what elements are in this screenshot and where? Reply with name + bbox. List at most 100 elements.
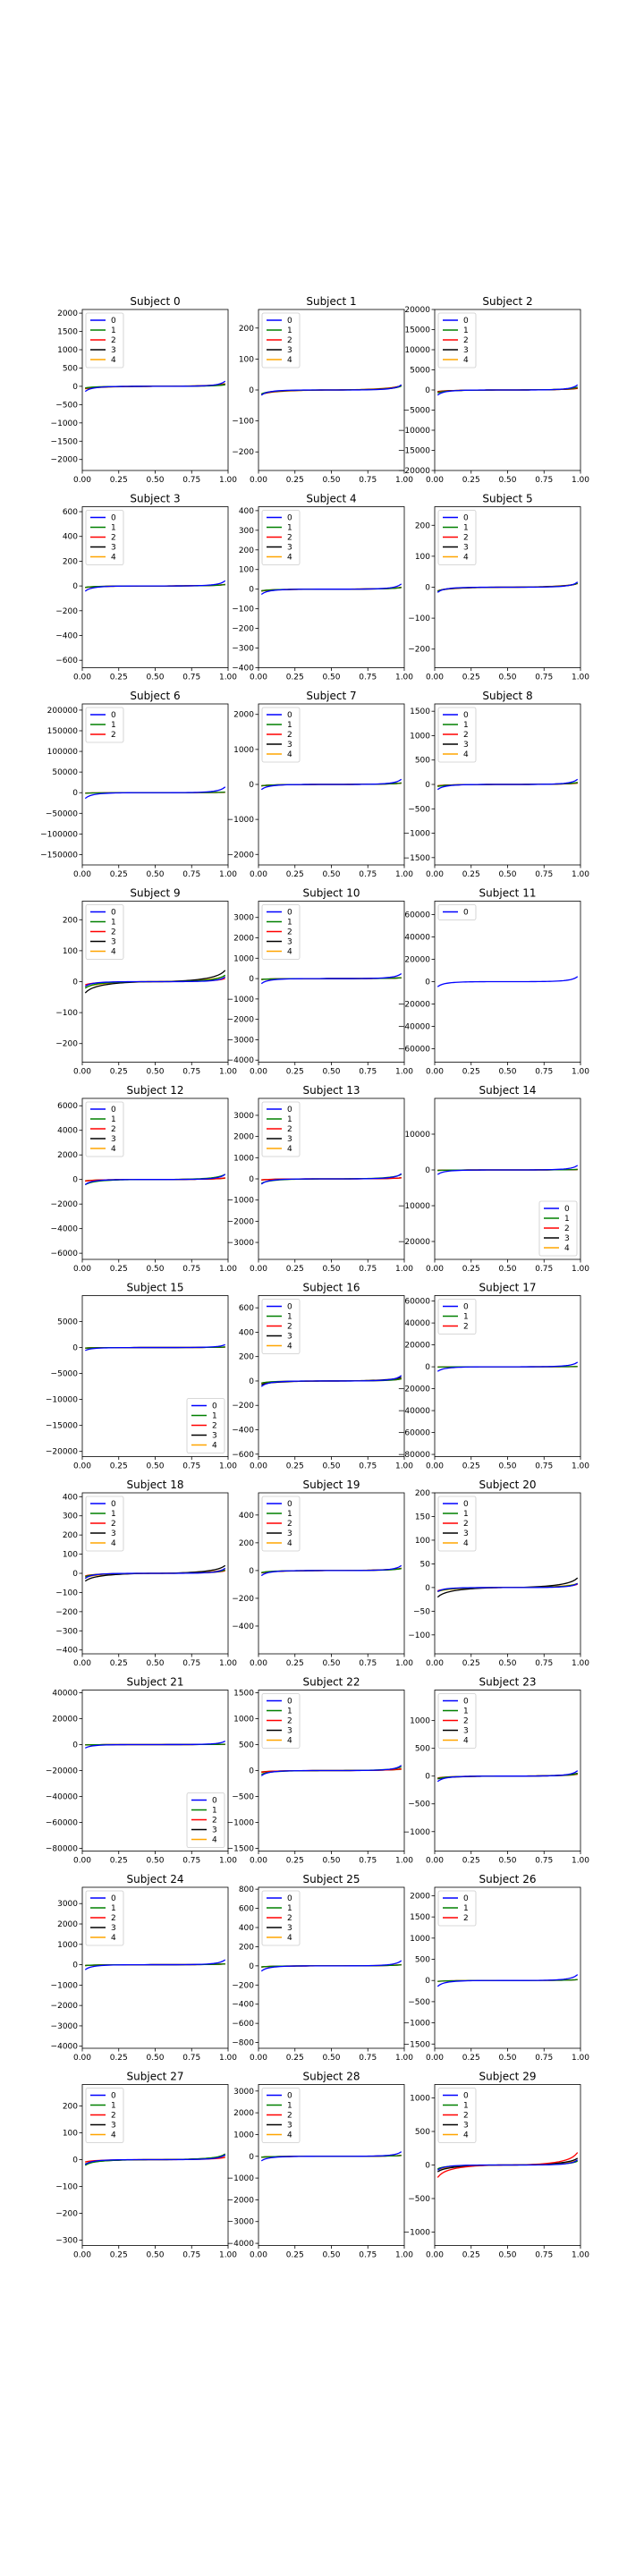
x-tick-label: 0.75 bbox=[359, 674, 377, 682]
x-tick-label: 1.00 bbox=[572, 2251, 589, 2260]
x-tick-label: 1.00 bbox=[219, 2054, 237, 2063]
legend-label: 4 bbox=[287, 554, 292, 563]
x-tick-label: 0.25 bbox=[286, 1462, 304, 1471]
legend-label: 4 bbox=[463, 1737, 469, 1746]
y-tick-label: 0 bbox=[72, 1741, 78, 1750]
x-tick-label: 0.75 bbox=[535, 1857, 553, 1866]
y-tick-label: 3000 bbox=[233, 914, 254, 923]
series-line-0 bbox=[84, 380, 226, 393]
x-tick-label: 0.50 bbox=[498, 1857, 516, 1866]
x-tick-label: 0.50 bbox=[498, 2054, 516, 2063]
legend-label: 3 bbox=[287, 544, 292, 553]
x-tick-label: 1.00 bbox=[395, 2251, 413, 2260]
x-tick-label: 0.00 bbox=[73, 2251, 91, 2260]
x-tick-label: 0.00 bbox=[73, 1068, 91, 1077]
x-tick-label: 0.50 bbox=[146, 674, 164, 682]
x-tick-label: 1.00 bbox=[395, 870, 413, 879]
x-tick-label: 0.25 bbox=[462, 870, 480, 879]
y-tick-label: −400 bbox=[232, 1427, 254, 1436]
x-tick-label: 0.75 bbox=[182, 476, 200, 485]
x-tick-label: 1.00 bbox=[572, 2054, 589, 2063]
legend-label: 3 bbox=[111, 346, 116, 355]
y-tick-label: 500 bbox=[415, 757, 430, 766]
x-tick-label: 0.75 bbox=[535, 476, 553, 485]
series-line-0 bbox=[436, 976, 579, 987]
y-tick-label: −100 bbox=[55, 1589, 78, 1597]
y-tick-label: 0 bbox=[72, 582, 78, 591]
y-tick-label: −200 bbox=[55, 2210, 78, 2219]
x-tick-label: 0.50 bbox=[322, 2054, 340, 2063]
series-line-0 bbox=[260, 1375, 402, 1387]
y-tick-label: −1000 bbox=[403, 2020, 431, 2029]
y-tick-label: −2000 bbox=[227, 1016, 255, 1025]
y-tick-label: 0 bbox=[72, 789, 78, 798]
x-tick-label: 0.00 bbox=[250, 1659, 267, 1668]
legend-label: 4 bbox=[111, 356, 116, 365]
y-tick-label: 0 bbox=[249, 975, 254, 984]
y-tick-label: 4000 bbox=[57, 1127, 78, 1136]
y-tick-label: 200 bbox=[63, 2103, 78, 2112]
subplot-8: Subject 8 0.00 0.25 0.50 0.75 1.00 1500 1000 500… bbox=[403, 690, 590, 879]
y-tick-label: −200 bbox=[55, 1040, 78, 1049]
series-line-0 bbox=[436, 1974, 579, 1987]
legend-label: 4 bbox=[287, 2131, 292, 2140]
y-tick-label: −600 bbox=[55, 657, 78, 665]
y-tick-label: −4000 bbox=[51, 1225, 79, 1234]
x-tick-label: 0.75 bbox=[535, 2054, 553, 2063]
subplot-7: Subject 7 0.00 0.25 0.50 0.75 1.00 2000 1000 0 −1… bbox=[227, 690, 414, 879]
subplot-13: Subject 130.00 0.25 0.50 0.75 1.003000200010… bbox=[227, 1084, 414, 1274]
y-tick-label: 100 bbox=[63, 947, 78, 956]
x-tick-label: 0.00 bbox=[250, 2054, 267, 2063]
legend-label: 0 bbox=[111, 514, 116, 523]
x-tick-label: 0.50 bbox=[498, 1068, 516, 1077]
legend-label: 0 bbox=[463, 1500, 469, 1509]
legend-label: 2 bbox=[287, 534, 292, 543]
legend-label: 2 bbox=[287, 1520, 292, 1529]
series-line-0 bbox=[84, 786, 226, 800]
y-tick-label: −40000 bbox=[46, 1793, 78, 1802]
y-tick-label: −4000 bbox=[227, 1056, 255, 1065]
legend-label: 2 bbox=[564, 1224, 570, 1233]
legend-label: 4 bbox=[564, 1244, 570, 1253]
legend-label: 1 bbox=[287, 2102, 292, 2111]
x-tick-label: 0.75 bbox=[359, 1462, 377, 1471]
y-tick-label: −150000 bbox=[40, 851, 78, 860]
legend-label: 0 bbox=[463, 909, 469, 918]
y-tick-label: 50000 bbox=[52, 768, 78, 777]
y-tick-label: 20000 bbox=[404, 956, 430, 965]
legend-label: 3 bbox=[212, 1432, 217, 1441]
y-tick-label: 500 bbox=[415, 1745, 430, 1754]
y-tick-label: 200 bbox=[239, 325, 254, 334]
x-tick-label: 0.75 bbox=[182, 1265, 200, 1274]
legend-label: 2 bbox=[463, 731, 469, 740]
y-tick-label: 1000 bbox=[410, 1717, 430, 1726]
y-tick-label: −500 bbox=[408, 1801, 430, 1809]
legend-label: 1 bbox=[463, 1313, 469, 1322]
legend-label: 2 bbox=[463, 1323, 469, 1332]
x-tick-label: 0.75 bbox=[359, 1265, 377, 1274]
x-tick-label: 0.00 bbox=[250, 476, 267, 485]
subplot-5: Subject 5 0.00 0.25 0.50 0.75 1.00 200 100 0 −100… bbox=[408, 493, 589, 682]
y-tick-label: 500 bbox=[63, 364, 78, 373]
subplot-title: Subject 10 bbox=[303, 887, 360, 900]
subplot-21: Subject 21 0.00 0.25 0.50 0.75 1.00 40000 20000… bbox=[46, 1676, 237, 1866]
y-tick-label: −100 bbox=[408, 614, 430, 623]
y-tick-label: 1000 bbox=[233, 1715, 254, 1724]
y-tick-label: 2000 bbox=[233, 935, 254, 944]
legend-label: 1 bbox=[212, 1807, 217, 1816]
subplot-1: Subject 1 0.00 0.25 0.50 0.75 1.00 200 100 0 −100… bbox=[232, 295, 413, 485]
y-tick-label: 0 bbox=[72, 2157, 78, 2165]
legend-label: 2 bbox=[287, 1323, 292, 1332]
y-tick-label: 3000 bbox=[233, 1112, 254, 1121]
subplot-28: Subject 280.00 0.25 0.50 0.75 1.003000200010… bbox=[227, 2071, 414, 2260]
y-tick-label: 200 bbox=[239, 547, 254, 555]
x-tick-label: 0.50 bbox=[322, 1068, 340, 1077]
series-line-0 bbox=[260, 1173, 402, 1185]
x-tick-label: 1.00 bbox=[395, 2054, 413, 2063]
subplot-20: Subject 200.00 0.25 0.50 0.75 1.002001501005… bbox=[408, 1479, 589, 1668]
